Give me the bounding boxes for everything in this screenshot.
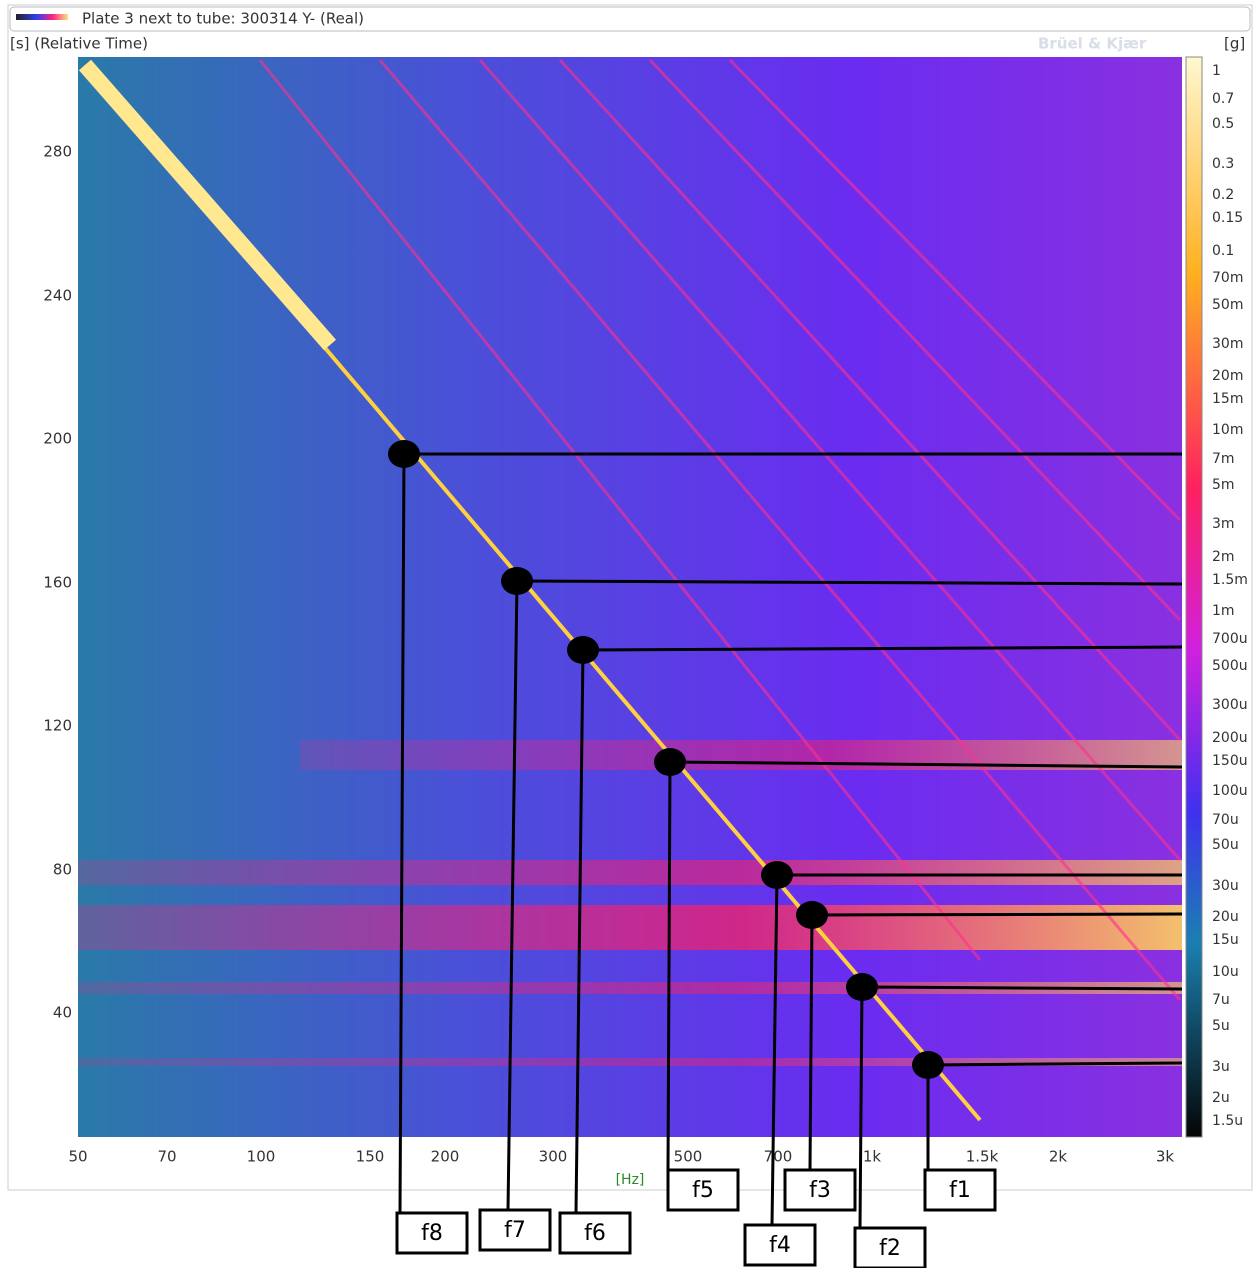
title-bar: [9, 6, 1251, 32]
colorbar-tick-label: 300u: [1212, 697, 1248, 713]
y-axis-label: [s] (Relative Time): [10, 35, 148, 53]
fundamental: [78, 59, 337, 351]
y-tick-label: 160: [43, 574, 72, 592]
colorbar-tick-label: 500u: [1212, 658, 1248, 674]
colorbar-tick-label: 200u: [1212, 730, 1248, 746]
x-tick-label: 300: [539, 1148, 568, 1166]
band: [78, 982, 1182, 994]
colorbar-tick-label: 700u: [1212, 631, 1248, 647]
annotation-box: [666, 1168, 740, 1212]
plot-title: Plate 3 next to tube: 300314 Y- (Real): [82, 10, 364, 28]
x-tick-label: 3k: [1156, 1148, 1175, 1166]
colorbar-tick-label: 1.5m: [1212, 572, 1248, 588]
colorbar-tick-label: 70m: [1212, 270, 1243, 286]
spectrogram-bg: [78, 57, 1182, 1137]
annotation-dots: [388, 440, 944, 1079]
x-tick-label: 50: [68, 1148, 87, 1166]
colorbar-tick-label: 70u: [1212, 812, 1239, 828]
colorbar-tick-label: 50u: [1212, 837, 1239, 853]
harmonics: [258, 58, 1182, 1001]
brand: Brüel & Kjær: [1038, 35, 1147, 53]
annotation-label: f5: [692, 1178, 714, 1203]
colorbar-tick-label: 5m: [1212, 477, 1235, 493]
y-tick-label: 40: [53, 1004, 72, 1022]
colorbar-tick-label: 2u: [1212, 1090, 1230, 1106]
annotation-label: f2: [879, 1236, 901, 1261]
colorbar-tick-label: 0.2: [1212, 187, 1234, 203]
spectrogram: [78, 57, 1182, 1137]
x-tick-label: 700: [764, 1148, 793, 1166]
x-tick-label: 1.5k: [966, 1148, 999, 1166]
colorbar-tick-label: 1.5u: [1212, 1113, 1243, 1129]
colorbar-tick-label: 3m: [1212, 516, 1235, 532]
colorbar-tick-label: 15m: [1212, 391, 1243, 407]
colorbar-tick-label: 20u: [1212, 909, 1239, 925]
colorbar-tick-label: 30m: [1212, 336, 1243, 352]
x-tick-label: 2k: [1049, 1148, 1068, 1166]
x-tick-label: 100: [247, 1148, 276, 1166]
colorbar-tick-label: 0.3: [1212, 156, 1234, 172]
colorbar-tick-label: 10m: [1212, 422, 1243, 438]
colorbar-tick-label: 20m: [1212, 368, 1243, 384]
annotation-label: f3: [809, 1178, 831, 1203]
annotation-label: f1: [949, 1178, 971, 1203]
colorbar-tick-label: 1m: [1212, 603, 1235, 619]
annotation-box: [923, 1168, 997, 1212]
colorbar-tick-label: 0.5: [1212, 116, 1234, 132]
y-tick-label: 200: [43, 430, 72, 448]
legend-icon: [16, 14, 68, 20]
annotation-label: f4: [769, 1233, 791, 1258]
colorbar-tick-label: 0.7: [1212, 91, 1234, 107]
band: [78, 860, 1182, 885]
annotation-label: f7: [504, 1218, 526, 1243]
band: [78, 1058, 1182, 1066]
colorbar-tick-label: 150u: [1212, 753, 1248, 769]
x-tick-label: 70: [157, 1148, 176, 1166]
colorbar-tick-label: 10u: [1212, 964, 1239, 980]
colorbar-tick-label: 100u: [1212, 783, 1248, 799]
colorbar-tick-label: 0.15: [1212, 210, 1243, 226]
colorbar-tick-label: 7u: [1212, 992, 1230, 1008]
colorbar-tick-label: 0.1: [1212, 243, 1234, 259]
annotation-label: f8: [421, 1221, 443, 1246]
colorbar-tick-label: 15u: [1212, 932, 1239, 948]
x-axis-label: [Hz]: [616, 1172, 645, 1188]
annotation-box: [743, 1223, 817, 1267]
colorbar-tick-label: 50m: [1212, 297, 1243, 313]
annotation-box: [478, 1208, 552, 1252]
colorbar-tick-label: 3u: [1212, 1059, 1230, 1075]
annotation-label: f6: [584, 1221, 606, 1246]
x-tick-label: 500: [674, 1148, 703, 1166]
y-tick-label: 280: [43, 143, 72, 161]
colorbar-unit: [g]: [1224, 35, 1245, 53]
y-tick-label: 120: [43, 717, 72, 735]
tick-labels: 280 240 200 160 120 80 40 50 70 100 150 200 300 500 70…: [43, 63, 1248, 1166]
colorbar: [1185, 56, 1203, 1138]
annotation-boxes: f1 f2 f3 f4 f5 f6 f7 f8: [395, 1168, 997, 1270]
y-tick-label: 80: [53, 861, 72, 879]
colorbar-tick-label: 1: [1212, 63, 1221, 79]
x-tick-label: 200: [431, 1148, 460, 1166]
y-tick-label: 240: [43, 287, 72, 305]
band: [78, 905, 1182, 950]
colorbar-tick-label: 7m: [1212, 451, 1235, 467]
colorbar-tick-label: 2m: [1212, 549, 1235, 565]
annotation-box: [395, 1211, 469, 1255]
colorbar-tick-label: 5u: [1212, 1018, 1230, 1034]
x-tick-label: 150: [356, 1148, 385, 1166]
annotation-box: [558, 1211, 632, 1255]
annotation-box: [783, 1168, 857, 1212]
x-tick-label: 1k: [863, 1148, 882, 1166]
colorbar-tick-label: 30u: [1212, 878, 1239, 894]
